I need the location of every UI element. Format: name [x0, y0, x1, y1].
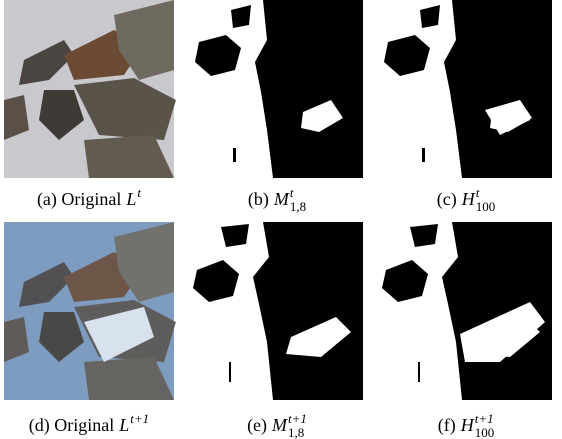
caption-label: (f) [438, 415, 456, 436]
image-f [380, 222, 552, 400]
caption-label: (d) Original [29, 415, 114, 436]
caption-label: (e) [247, 415, 267, 436]
caption-symbol: H [461, 189, 476, 209]
caption-label: (a) Original [37, 189, 121, 210]
caption-symbol: M [273, 189, 290, 209]
caption-label: (c) [437, 189, 457, 210]
caption-symbol: H [460, 415, 475, 435]
caption-superscript: t [290, 185, 294, 200]
caption-superscript: t [476, 185, 480, 200]
caption-superscript: t+1 [130, 411, 149, 426]
caption-superscript: t+1 [288, 411, 307, 426]
caption-superscript: t [137, 185, 141, 200]
caption-superscript: t+1 [475, 411, 494, 426]
image-e [191, 222, 363, 400]
caption-subscript: 100 [475, 425, 495, 439]
caption-symbol: M [271, 415, 288, 435]
caption-label: (b) [248, 189, 269, 210]
caption-subscript: 100 [476, 199, 496, 214]
caption-subscript: 1,8 [290, 199, 306, 214]
image-a [4, 0, 176, 178]
image-b [191, 0, 363, 178]
caption-subscript: 1,8 [288, 425, 304, 439]
image-c [380, 0, 552, 178]
image-d [4, 222, 176, 400]
caption-symbol: L [118, 415, 129, 435]
caption-symbol: L [125, 189, 136, 209]
figure: (a) OriginalLt(b)Mt1,8(c)Ht100(d) Origin… [0, 0, 562, 439]
